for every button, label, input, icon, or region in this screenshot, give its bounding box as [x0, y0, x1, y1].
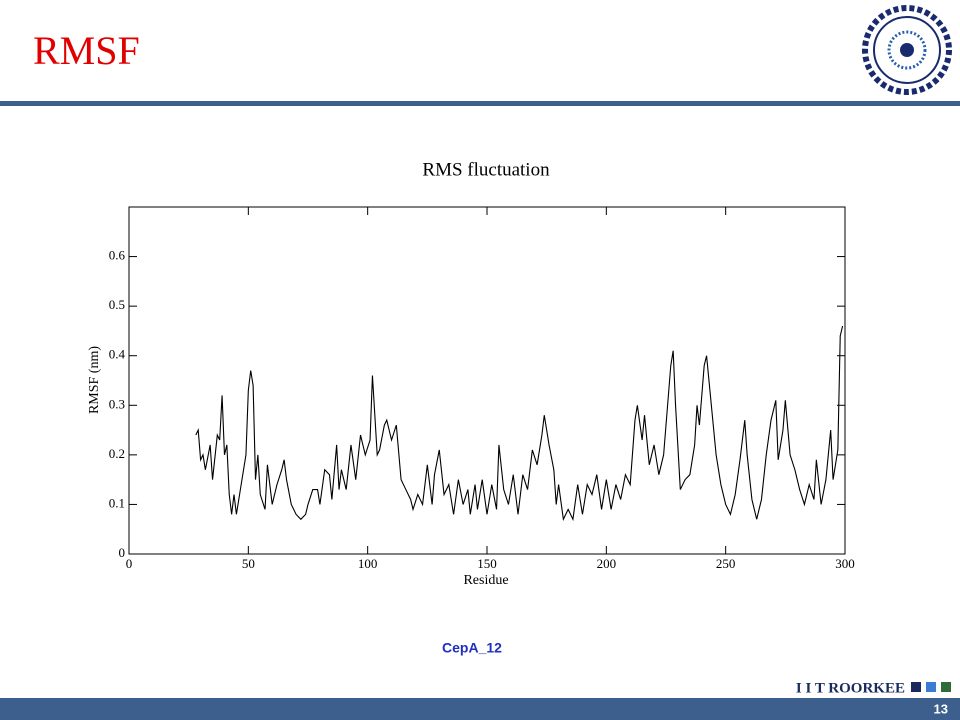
- y-tick-label: 0.2: [109, 446, 125, 461]
- x-tick-label: 200: [597, 556, 617, 571]
- x-tick-label: 100: [358, 556, 378, 571]
- footer-brand: I I T ROORKEE: [796, 680, 905, 696]
- rmsf-line: [195, 325, 844, 522]
- logo: [862, 5, 952, 95]
- caption: CepA_12: [442, 640, 502, 656]
- y-tick-label: 0.5: [109, 297, 125, 312]
- y-tick-label: 0.3: [109, 396, 125, 411]
- page-number: 13: [934, 701, 948, 716]
- y-tick-label: 0.6: [109, 248, 126, 263]
- y-tick-label: 0: [119, 545, 126, 560]
- plot: 0 50 100 150 200 250 300 0 0.1 0.2 0.3 0.4 0.5 0.6: [109, 207, 855, 571]
- y-axis-label: RMSF (nm): [87, 346, 102, 414]
- x-tick-label: 250: [716, 556, 736, 571]
- footer-bar: [0, 698, 960, 720]
- chart-title: RMS fluctuation: [422, 159, 550, 180]
- y-tick-label: 0.1: [109, 495, 125, 510]
- x-axis-label: Residue: [463, 573, 508, 588]
- header-bar: [0, 101, 960, 106]
- y-tick-label: 0.4: [109, 347, 126, 362]
- plot-frame: [128, 206, 846, 555]
- footer-square: [941, 682, 951, 692]
- x-tick-label: 50: [242, 556, 255, 571]
- x-tick-label: 300: [835, 556, 855, 571]
- x-tick-label: 0: [126, 556, 133, 571]
- footer-square: [926, 682, 936, 692]
- x-tick-label: 150: [477, 556, 497, 571]
- footer-square: [911, 682, 921, 692]
- slide-title: RMSF: [33, 28, 140, 73]
